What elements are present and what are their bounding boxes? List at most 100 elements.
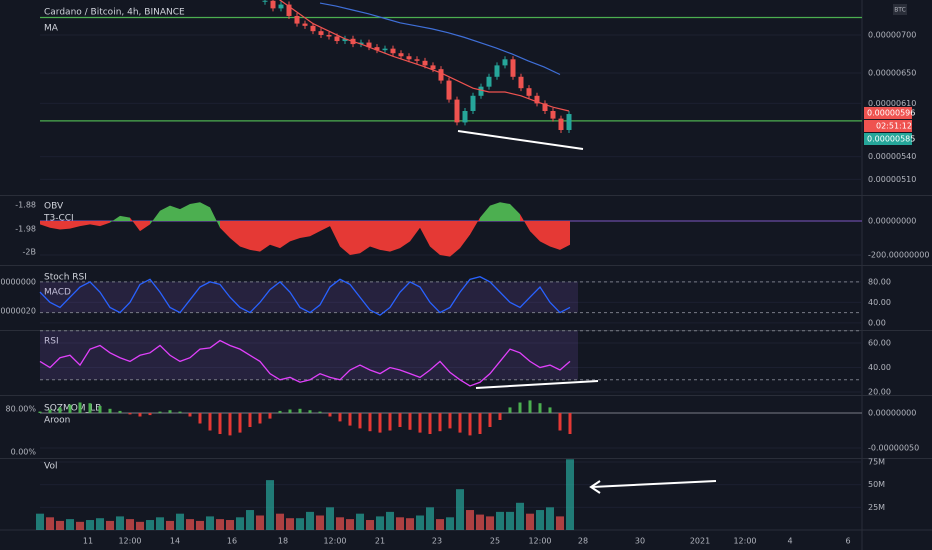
- candle: [486, 76, 492, 87]
- momentum-bar: [498, 413, 502, 421]
- momentum-bar: [138, 413, 142, 417]
- momentum-bar: [458, 413, 462, 433]
- cci-area: [290, 220, 300, 242]
- price-axis-label: 40.00: [868, 298, 891, 307]
- cci-area: [450, 220, 460, 257]
- volume-bar: [356, 513, 364, 530]
- volume-bar: [286, 518, 294, 530]
- indicator-line: [39, 339, 571, 387]
- cci-area: [180, 203, 190, 221]
- cci-area: [530, 220, 540, 242]
- momentum-bar: [78, 402, 82, 414]
- price-axis-label: 75M: [868, 457, 885, 466]
- cci-area: [360, 220, 370, 254]
- volume-bar: [426, 507, 434, 530]
- last-price: 0.00000596: [867, 109, 915, 118]
- indicator-label: T3-CCI: [43, 214, 74, 224]
- time-axis-label: 30: [635, 537, 645, 546]
- momentum-bar: [438, 413, 442, 432]
- time-axis-label: 11: [83, 537, 93, 546]
- momentum-bar: [48, 409, 52, 414]
- price-axis-label: 0.00000610: [868, 99, 916, 108]
- momentum-bar: [208, 413, 212, 431]
- price-axis-label: 80.00: [868, 277, 891, 286]
- low-price: 0.00000585: [867, 135, 915, 144]
- momentum-bar: [68, 404, 72, 414]
- volume-bar: [436, 519, 444, 530]
- volume-bar: [116, 516, 124, 530]
- momentum-bar: [418, 413, 422, 433]
- countdown: 02:51:12: [876, 122, 912, 131]
- cci-area: [560, 220, 570, 250]
- cci-area: [460, 220, 470, 249]
- cci-area: [400, 220, 410, 249]
- indicator-line: [319, 2, 561, 76]
- candle: [374, 47, 380, 51]
- countdown-box: [864, 120, 912, 132]
- time-axis-label: 21: [375, 537, 385, 546]
- volume-bar: [136, 521, 144, 530]
- momentum-bar: [568, 413, 572, 434]
- candle: [494, 65, 500, 77]
- cci-area: [150, 210, 160, 225]
- candle: [446, 80, 452, 100]
- indicator-label: Aroon: [44, 416, 70, 426]
- candle: [454, 99, 460, 123]
- time-axis-label: 12:00: [323, 537, 346, 546]
- volume-bar: [446, 517, 454, 530]
- indicator-line: [39, 276, 571, 316]
- volume-bar: [496, 511, 504, 530]
- volume-bar: [196, 520, 204, 530]
- indicator-label: MACD: [44, 288, 71, 298]
- time-axis-label: 16: [227, 537, 237, 546]
- cci-area: [130, 217, 140, 232]
- volume-bar: [146, 520, 154, 530]
- cci-area: [160, 205, 170, 221]
- candle: [294, 15, 300, 24]
- candle: [286, 4, 292, 16]
- cci-area: [350, 220, 360, 255]
- cci-area: [220, 220, 230, 238]
- left-scale-label: 0.00000000: [0, 278, 36, 287]
- cci-area: [420, 220, 430, 247]
- candle: [326, 34, 332, 37]
- candle: [262, 0, 268, 2]
- arrow-shaft: [591, 480, 717, 488]
- volume-bar: [536, 510, 544, 530]
- momentum-bar: [108, 408, 112, 414]
- indicator-label: OBV: [44, 202, 64, 212]
- candle: [534, 95, 540, 104]
- candle: [334, 36, 340, 42]
- candle: [462, 110, 468, 123]
- time-axis-label: 12:00: [733, 537, 756, 546]
- volume-bar: [316, 515, 324, 530]
- momentum-bar: [238, 413, 242, 433]
- price-axis-label: 25M: [868, 503, 885, 512]
- momentum-bar: [298, 408, 302, 414]
- momentum-bar: [308, 410, 312, 414]
- indicator-label: SQZMOM_LB: [44, 404, 101, 414]
- cci-area: [260, 220, 270, 252]
- candle: [278, 4, 284, 9]
- time-axis-label: 12:00: [528, 537, 551, 546]
- volume-bar: [386, 511, 394, 530]
- candle: [382, 48, 388, 51]
- left-scale-label: -1.98: [15, 225, 36, 234]
- price-axis-label: 60.00: [868, 339, 891, 348]
- volume-bar: [126, 519, 134, 530]
- momentum-bar: [508, 407, 512, 414]
- volume-bar: [366, 520, 374, 530]
- volume-bar: [406, 518, 414, 530]
- momentum-bar: [318, 411, 322, 414]
- candle: [438, 69, 444, 81]
- momentum-bar: [448, 413, 452, 429]
- volume-bar: [266, 480, 274, 530]
- trend-line: [457, 130, 584, 150]
- volume-bar: [236, 517, 244, 530]
- candle: [478, 86, 484, 96]
- momentum-bar: [388, 413, 392, 431]
- volume-bar: [56, 520, 64, 530]
